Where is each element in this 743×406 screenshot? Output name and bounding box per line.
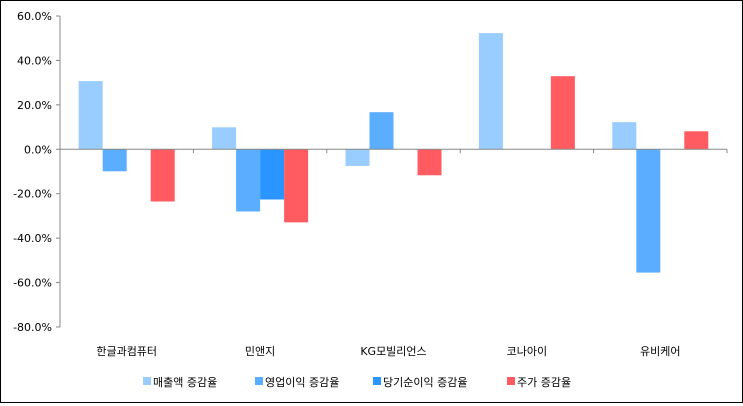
y-tick-label: -40.0% (13, 232, 52, 245)
y-tick-label: 40.0% (17, 54, 52, 67)
bar-2-3 (417, 149, 442, 176)
bar-3-3 (550, 76, 575, 150)
bar-1-3 (284, 149, 309, 223)
y-tick-label: 0.0% (24, 143, 52, 156)
bar-0-1 (102, 149, 127, 172)
bar-1-1 (236, 149, 261, 212)
legend-label: 당기순이익 증감율 (383, 376, 467, 389)
category-label: 한글과컴퓨터 (96, 345, 157, 358)
legend-swatch (255, 377, 263, 385)
legend-swatch (373, 377, 381, 385)
y-tick-label: 60.0% (17, 10, 52, 23)
category-label: KG모빌리언스 (360, 345, 426, 358)
category-label: 민앤지 (245, 345, 275, 358)
legend-label: 주가 증감율 (517, 376, 571, 389)
legend-swatch (143, 377, 151, 385)
y-tick-label: -60.0% (13, 277, 52, 290)
bar-1-0 (212, 127, 237, 150)
y-tick-label: -20.0% (13, 188, 52, 201)
y-tick-label: -80.0% (13, 321, 52, 334)
bar-2-1 (369, 112, 394, 150)
bar-4-1 (636, 149, 661, 273)
category-label: 유비케어 (640, 345, 680, 358)
bar-4-0 (612, 122, 637, 150)
bar-2-0 (345, 149, 370, 166)
bar-4-3 (684, 131, 709, 150)
bar-0-0 (78, 81, 103, 150)
bar-0-3 (150, 149, 175, 202)
legend-label: 매출액 증감율 (153, 376, 217, 389)
legend-swatch (507, 377, 515, 385)
bar-1-2 (260, 149, 285, 200)
bar-3-0 (478, 33, 503, 150)
y-tick-label: 20.0% (17, 99, 52, 112)
category-label: 코나아이 (507, 345, 547, 358)
legend-label: 영업이익 증감율 (265, 376, 339, 389)
